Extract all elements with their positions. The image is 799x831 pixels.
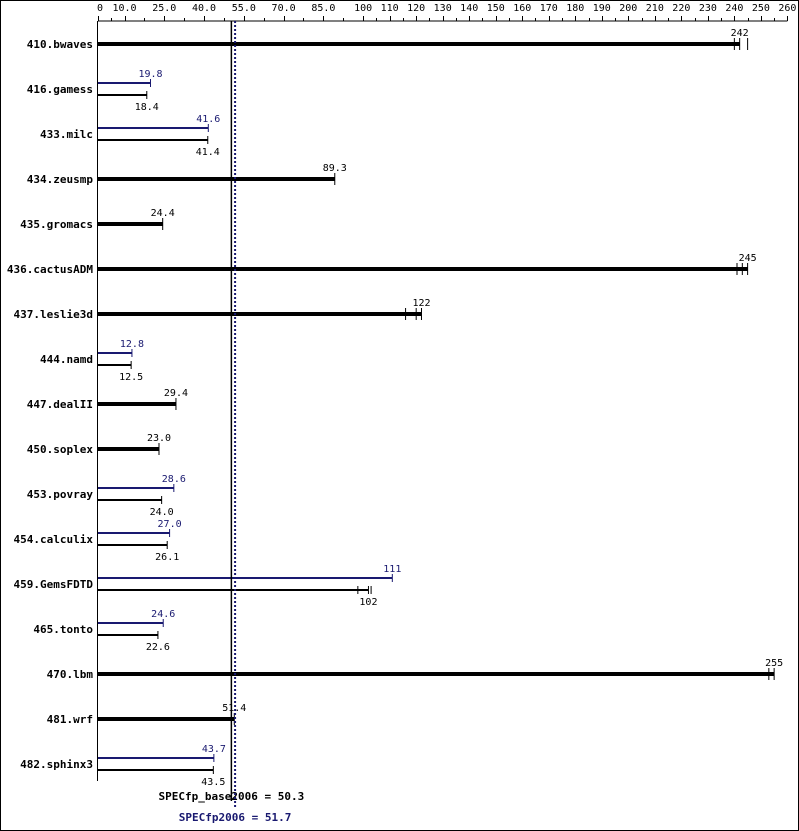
bench-label: 482.sphinx3 [20, 758, 93, 771]
x-tick-label: 130 [434, 3, 452, 14]
peak-value-label: 27.0 [158, 519, 182, 530]
x-axis: 0 10.0 25.0 40.0 55.0 70.0 85.0 100 110 120 130 140… [97, 3, 796, 781]
base-value-label: 12.5 [119, 372, 143, 383]
bench-label: 465.tonto [33, 623, 93, 636]
bars: 24219.818.441.641.489.324.424512212.812.… [98, 28, 783, 788]
base-value-label: 242 [731, 28, 749, 39]
bench-row: 111 102 [98, 564, 401, 608]
base-value-label: 102 [359, 597, 377, 608]
base-value-label: 122 [412, 298, 430, 309]
bench-row: 242 [98, 28, 749, 50]
bench-label: 481.wrf [47, 713, 93, 726]
x-tick-label: 240 [725, 3, 743, 14]
x-tick-label: 140 [460, 3, 478, 14]
base-value-label: 89.3 [323, 163, 347, 174]
bench-label: 435.gromacs [20, 218, 93, 231]
bench-label: 453.povray [27, 488, 94, 501]
bench-row: 12.8 12.5 [98, 339, 144, 383]
base-value-label: 18.4 [135, 102, 159, 113]
bench-label: 433.milc [40, 128, 93, 141]
base-value-label: 41.4 [196, 147, 220, 158]
peak-value-label: 19.8 [138, 69, 162, 80]
peak-value-label: 111 [383, 564, 401, 575]
category-labels: 410.bwaves 416.gamess 433.milc 434.zeusmp 43… [7, 38, 93, 771]
x-tick-label: 190 [593, 3, 611, 14]
x-tick-label: 85.0 [311, 3, 335, 14]
bench-row: 51.4 [98, 703, 246, 725]
bench-row: 41.6 41.4 [98, 114, 220, 158]
bench-label: 444.namd [40, 353, 93, 366]
base-value-label: 51.4 [222, 703, 246, 714]
bench-label: 447.dealII [27, 398, 93, 411]
bench-row: 43.7 43.5 [98, 744, 226, 788]
x-tick-label: 220 [672, 3, 690, 14]
bench-row: 19.8 18.4 [98, 69, 163, 113]
base-value-label: 24.0 [150, 507, 174, 518]
bench-row: 29.4 [98, 388, 188, 410]
base-value-label: 43.5 [201, 777, 225, 788]
bench-label: 454.calculix [14, 533, 94, 546]
x-tick-label: 250 [752, 3, 770, 14]
x-tick-label: 200 [619, 3, 637, 14]
base-mean-label: SPECfp_base2006 = 50.3 [159, 790, 305, 803]
base-value-label: 26.1 [155, 552, 179, 563]
x-tick-label: 210 [646, 3, 664, 14]
bench-row: 23.0 [98, 433, 171, 455]
bench-label: 410.bwaves [27, 38, 93, 51]
peak-value-label: 24.6 [151, 609, 175, 620]
x-tick-label: 120 [407, 3, 425, 14]
peak-value-label: 28.6 [162, 474, 186, 485]
x-tick-label: 55.0 [232, 3, 256, 14]
x-tick-label: 110 [381, 3, 399, 14]
bench-label: 450.soplex [27, 443, 94, 456]
bench-label: 434.zeusmp [27, 173, 94, 186]
x-tick-label: 160 [513, 3, 531, 14]
x-tick-label: 0 [97, 3, 103, 14]
x-tick-label: 150 [487, 3, 505, 14]
bench-row: 28.6 24.0 [98, 474, 186, 518]
bench-label: 470.lbm [47, 668, 94, 681]
reference-lines: SPECfp_base2006 = 50.3 SPECfp2006 = 51.7 [159, 21, 305, 824]
bench-row: 27.0 26.1 [98, 519, 182, 563]
bench-row: 89.3 [98, 163, 347, 185]
base-value-label: 245 [739, 253, 757, 264]
base-value-label: 255 [765, 658, 783, 669]
x-tick-label: 70.0 [272, 3, 296, 14]
peak-mean-label: SPECfp2006 = 51.7 [179, 811, 292, 824]
peak-value-label: 12.8 [120, 339, 144, 350]
x-tick-label: 40.0 [192, 3, 216, 14]
bench-row: 255 [98, 658, 783, 680]
bench-label: 459.GemsFDTD [14, 578, 94, 591]
bench-row: 24.4 [98, 208, 175, 230]
x-tick-label: 25.0 [152, 3, 176, 14]
bench-row: 24.6 22.6 [98, 609, 175, 653]
base-value-label: 24.4 [151, 208, 175, 219]
bench-row: 245 [98, 253, 757, 275]
x-tick-label: 170 [540, 3, 558, 14]
base-value-label: 22.6 [146, 642, 170, 653]
peak-value-label: 41.6 [196, 114, 220, 125]
x-tick-label: 10.0 [112, 3, 136, 14]
x-tick-label: 180 [566, 3, 584, 14]
x-tick-label: 100 [354, 3, 372, 14]
bench-label: 416.gamess [27, 83, 93, 96]
base-value-label: 29.4 [164, 388, 188, 399]
bench-row: 122 [98, 298, 431, 320]
x-tick-label: 230 [699, 3, 717, 14]
base-value-label: 23.0 [147, 433, 171, 444]
bench-label: 437.leslie3d [14, 308, 93, 321]
bench-label: 436.cactusADM [7, 263, 93, 276]
x-tick-label: 260 [778, 3, 796, 14]
peak-value-label: 43.7 [202, 744, 226, 755]
